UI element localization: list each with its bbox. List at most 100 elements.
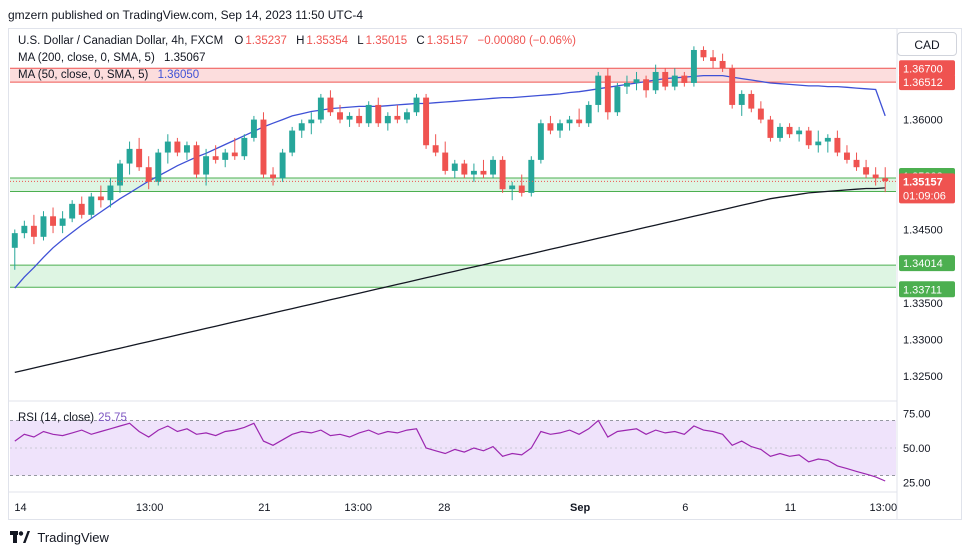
chart-frame [8,28,962,520]
candle-23 [231,137,238,160]
candle-3 [40,211,47,241]
candle-18-body [183,145,190,153]
candle-25-body [250,119,257,138]
legend-symbol: U.S. Dollar / Canadian Dollar, 4h, FXCM [18,35,224,47]
candle-64-body [623,82,630,87]
publisher-line: gmzern published on TradingView.com, Sep… [8,8,364,22]
candle-4-body [50,216,57,226]
zone-0-label-bottom-bg [899,74,955,91]
rsi-band [10,420,896,476]
candle-75 [729,64,736,109]
candle-76 [738,90,745,116]
rsi-axis[interactable]: 75.00 50.00 25.00 [903,409,931,490]
candle-48-body [470,170,477,175]
candle-37 [365,101,372,127]
footer-brand: TradingView [37,530,109,545]
candle-11 [117,159,123,193]
candle-45-body [442,152,449,171]
candle-40 [394,104,401,124]
zone-0-label-bottom: 1.36512 [903,77,943,89]
candle-25 [250,115,257,142]
candle-70 [681,71,688,87]
legend-close: 1.35157 [426,35,469,47]
candle-83 [805,126,812,149]
candle-78 [757,101,764,124]
rsi-tick-0: 75.00 [903,409,931,421]
candle-4 [50,207,57,234]
candle-7 [78,196,85,219]
candle-16 [164,134,171,164]
candle-88-body [853,159,860,168]
candle-18 [183,141,190,160]
candle-33 [327,90,334,116]
candle-42-body [413,97,420,113]
candle-17 [174,137,181,157]
legend-ma50-label: MA (50, close, 0, SMA, 5) [18,69,149,81]
candle-41 [403,108,410,124]
candle-9 [97,185,104,208]
candle-5-body [59,218,66,226]
candle-30-body [298,123,305,131]
rsi-legend: RSI (14, close) 25.75 [18,412,127,424]
time-tick-2: 21 [258,502,270,514]
candle-54-body [528,159,535,193]
candle-43 [423,93,430,149]
candle-62-body [604,75,611,113]
candle-50-body [490,159,497,175]
candle-56 [547,115,554,135]
legend-low-label: L [357,35,364,47]
candle-60 [585,101,592,127]
candle-58 [566,115,573,131]
candle-49 [480,159,487,179]
candle-88 [853,152,860,171]
candle-57-body [557,123,563,131]
zone-0-label-top-bg [899,60,955,77]
candle-29 [289,126,296,157]
candle-45 [442,141,449,175]
zone-1 [10,178,896,192]
zone-2 [10,265,896,288]
candle-57 [557,119,563,138]
ma200-series [14,187,886,374]
candle-50 [490,156,497,179]
candle-5 [59,211,66,234]
candle-26 [260,112,267,179]
candle-15-body [155,152,162,182]
candle-51 [499,156,506,193]
candle-9-body [97,196,104,201]
candle-84 [815,130,822,153]
candle-12-body [126,148,133,164]
candle-2 [30,214,37,245]
candle-67 [652,64,659,94]
candles [11,46,889,270]
candle-12 [126,141,133,175]
candle-66 [643,75,650,98]
candle-74-body [719,60,726,69]
candle-78-body [757,108,764,120]
time-tick-7: 11 [785,502,796,514]
candle-34 [337,104,343,124]
legend-low: 1.35015 [365,35,408,47]
candle-33-body [327,97,334,113]
time-axis[interactable]: 14 13:00 21 13:00 28 Sep 6 11 13:00 [8,491,897,514]
candle-69 [671,68,678,91]
candle-70-body [681,75,688,83]
candle-73-body [710,57,717,61]
candle-34-body [337,112,343,120]
countdown-label: 01:09:06 [903,190,946,202]
candle-44 [432,134,439,157]
candle-80 [777,123,783,142]
currency-button[interactable]: CAD [897,32,957,56]
candle-24 [241,134,248,160]
candle-0-body [11,233,18,248]
candle-19-body [193,145,200,175]
candle-71-body [690,49,697,83]
zone-2-label-bottom-bg [899,281,955,298]
candle-35-body [346,115,353,120]
top-bar: gmzern published on TradingView.com, Sep… [0,0,970,28]
candle-3-body [40,216,47,237]
candle-31-body [308,119,315,124]
candle-11-body [117,163,123,186]
candle-91-body [882,178,889,182]
